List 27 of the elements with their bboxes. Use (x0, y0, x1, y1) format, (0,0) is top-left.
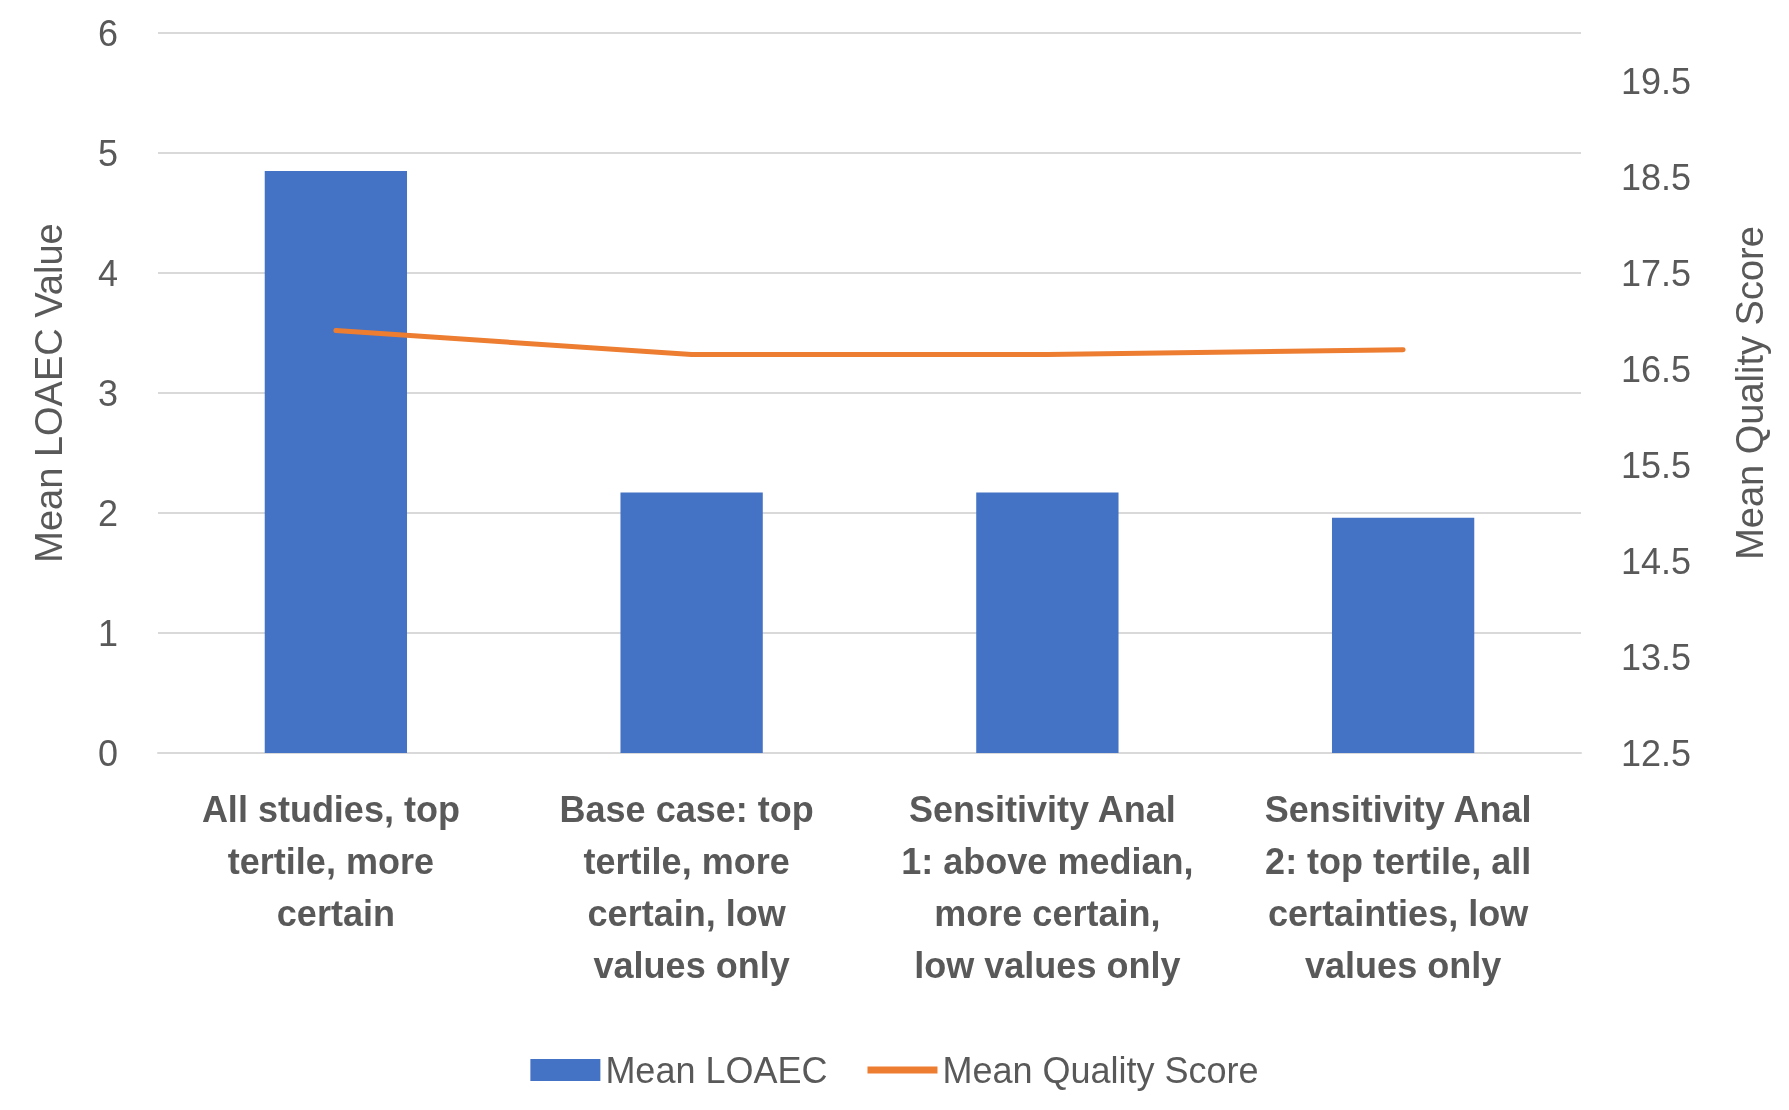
x-tick-label: Sensitivity Anal 2: top tertile, all certainties, low values only (1264, 788, 1542, 986)
bar (1331, 517, 1475, 753)
y2-axis-title: Mean Quality Score (1729, 226, 1771, 560)
y-tick-label: 3 (97, 372, 118, 414)
y2-tick-label: 18.5 (1621, 156, 1692, 198)
y-axis-title: Mean LOAEC Value (28, 223, 70, 563)
y2-tick-label: 13.5 (1621, 636, 1692, 678)
y-tick-label: 1 (97, 612, 118, 654)
y2-tick-label: 14.5 (1621, 540, 1692, 582)
y-tick-label: 0 (97, 732, 118, 774)
y-tick-label: 5 (97, 132, 118, 174)
bar (620, 492, 763, 753)
y2-tick-label: 15.5 (1621, 444, 1692, 486)
y2-tick-label: 16.5 (1621, 348, 1692, 390)
x-tick-label: All studies, top tertile, more certain (201, 788, 470, 934)
y-tick-label: 4 (97, 252, 118, 294)
y-tick-label: 6 (97, 12, 118, 54)
x-tick-label: Base case: top tertile, more certain, low values only (559, 788, 824, 986)
bar (264, 171, 408, 753)
y2-tick-label: 12.5 (1621, 732, 1692, 774)
y2-tick-label: 19.5 (1621, 60, 1692, 102)
legend-label: Mean Quality Score (942, 1049, 1259, 1091)
legend-label: Mean LOAEC (605, 1049, 828, 1091)
y2-tick-label: 17.5 (1621, 252, 1692, 294)
y-tick-label: 2 (97, 492, 118, 534)
x-tick-label: Sensitivity Anal 1: above median, more certain, low values only (901, 788, 1194, 986)
bar (976, 492, 1119, 753)
